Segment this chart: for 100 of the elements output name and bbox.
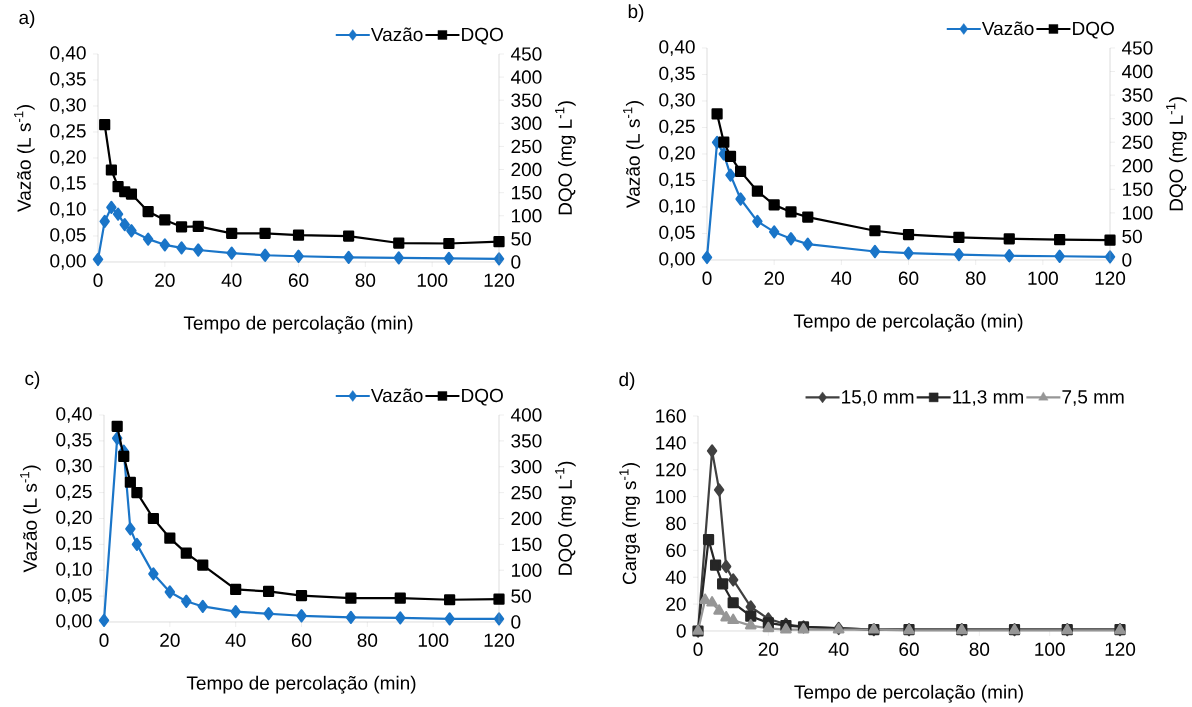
y2-tick-label: 100	[512, 563, 542, 577]
x-tick-label: 60	[288, 273, 309, 287]
y2-tick-label: 300	[511, 460, 542, 474]
x-tick-label: 100	[417, 273, 448, 287]
y-tick-label: 0,35	[56, 433, 92, 449]
y-tick-label: 0,00	[56, 614, 92, 630]
y2-tick-label: 150	[1123, 182, 1153, 197]
y-tick-label: 0,25	[56, 484, 92, 501]
y2-axis-title: DQO (mg L$^{-1}$)	[555, 101, 576, 215]
y-tick-label: 0,20	[50, 150, 86, 166]
chart-title: a)	[19, 10, 35, 28]
y-tick-label: 0,30	[50, 98, 86, 114]
y2-tick-label: 0	[1122, 253, 1132, 267]
y2-tick-label: 0	[511, 255, 521, 269]
y-tick-label: 0,35	[659, 66, 695, 83]
legend-label: 15,0 mm	[842, 390, 914, 406]
y2-axis-title: DQO (mg L$^{-1}$)	[1166, 97, 1187, 211]
y-tick-label: 60	[666, 543, 686, 558]
x-tick-label: 60	[898, 271, 919, 285]
x-tick-label: 40	[828, 642, 849, 656]
y-tick-label: 0,40	[659, 40, 695, 56]
y-tick-label: 0,20	[659, 146, 695, 162]
y2-tick-label: 200	[511, 162, 542, 177]
y-tick-label: 0,35	[50, 72, 86, 88]
x-tick-label: 60	[291, 633, 312, 647]
y-tick-label: 0,00	[50, 254, 86, 270]
y2-tick-label: 400	[1121, 64, 1153, 79]
x-tick-label: 80	[357, 633, 378, 647]
x-tick-label: 0	[99, 633, 109, 647]
y-tick-label: 40	[665, 570, 686, 584]
legend-label: DQO	[1073, 21, 1114, 39]
y-tick-label: 0,20	[56, 510, 92, 527]
y-tick-label: 0,25	[50, 124, 86, 140]
y2-tick-label: 200	[511, 511, 542, 526]
x-axis-title: Tempo de percolação (min)	[183, 315, 413, 334]
x-tick-label: 100	[1035, 642, 1065, 656]
y-tick-label: 120	[656, 463, 686, 477]
y2-tick-label: 100	[1123, 206, 1153, 220]
x-axis-title: Tempo de percolação (min)	[794, 684, 1023, 703]
x-tick-label: 0	[702, 271, 712, 285]
y-tick-label: 0,05	[659, 225, 695, 242]
x-tick-label: 80	[965, 271, 986, 285]
y-tick-label: 0,05	[56, 588, 92, 604]
y-tick-label: 0,30	[659, 93, 695, 109]
legend-label: Vazão	[370, 388, 423, 403]
y2-tick-label: 450	[510, 47, 542, 61]
y-tick-label: 0,10	[50, 202, 86, 218]
legend-label: Vazão	[370, 27, 423, 42]
legend-label: Vazão	[981, 21, 1034, 36]
legend-label: 7,5 mm	[1062, 390, 1124, 406]
y-tick-label: 0,15	[56, 536, 92, 553]
y2-tick-label: 400	[510, 70, 542, 84]
x-axis-title: Tempo de percolação (min)	[186, 675, 416, 694]
chart-title: c)	[25, 371, 40, 389]
y2-tick-label: 350	[511, 93, 542, 107]
y-axis-title: Vazão (L s$^{-1}$)	[623, 101, 644, 208]
x-tick-label: 40	[225, 633, 246, 647]
y2-tick-label: 50	[511, 232, 531, 246]
y2-tick-label: 250	[511, 485, 542, 500]
x-tick-label: 20	[758, 642, 779, 656]
y-tick-label: 0,30	[56, 458, 92, 475]
x-tick-label: 100	[418, 633, 449, 647]
legend-label: DQO	[462, 388, 503, 406]
y-tick-label: 80	[666, 516, 686, 531]
chart-title: d)	[619, 372, 635, 390]
y-tick-label: 0,40	[56, 407, 92, 423]
x-tick-label: 20	[155, 273, 175, 287]
y-axis-title: Vazão (L s$^{-1}$)	[14, 105, 35, 212]
y-tick-label: 20	[666, 597, 686, 611]
y-tick-label: 160	[656, 409, 686, 423]
x-tick-label: 0	[93, 273, 103, 287]
x-tick-label: 120	[1095, 271, 1126, 285]
y-tick-label: 0,25	[659, 119, 695, 136]
y-tick-label: 0,10	[659, 199, 695, 215]
x-tick-label: 120	[484, 633, 515, 647]
y2-axis-title: DQO (mg L$^{-1}$)	[555, 461, 576, 575]
x-tick-label: 60	[899, 642, 919, 656]
x-tick-label: 20	[764, 271, 784, 285]
y-tick-label: 0,00	[659, 252, 695, 268]
y2-tick-label: 450	[1121, 41, 1153, 55]
y2-tick-label: 350	[511, 434, 542, 448]
y2-tick-label: 0	[511, 615, 521, 629]
x-tick-label: 120	[484, 273, 515, 287]
y2-tick-label: 300	[1122, 111, 1153, 126]
x-tick-label: 40	[831, 271, 852, 285]
y2-tick-label: 250	[511, 139, 542, 154]
x-tick-label: 80	[969, 642, 990, 656]
chart-title: b)	[628, 4, 644, 22]
y-axis-title: Vazão (L s$^{-1}$)	[20, 465, 41, 573]
y-tick-label: 100	[656, 489, 686, 504]
y2-tick-label: 400	[510, 408, 542, 422]
x-tick-label: 20	[160, 633, 180, 647]
legend-label: DQO	[462, 27, 503, 45]
y-tick-label: 0,05	[50, 228, 86, 244]
y2-tick-label: 150	[512, 185, 542, 200]
x-axis-title: Tempo de percolação (min)	[793, 313, 1023, 332]
x-tick-label: 100	[1028, 271, 1058, 285]
y-tick-label: 140	[656, 436, 686, 450]
y2-tick-label: 200	[1122, 159, 1153, 173]
y-axis-title: Carga (mg s$^{-1}$)	[619, 463, 640, 585]
